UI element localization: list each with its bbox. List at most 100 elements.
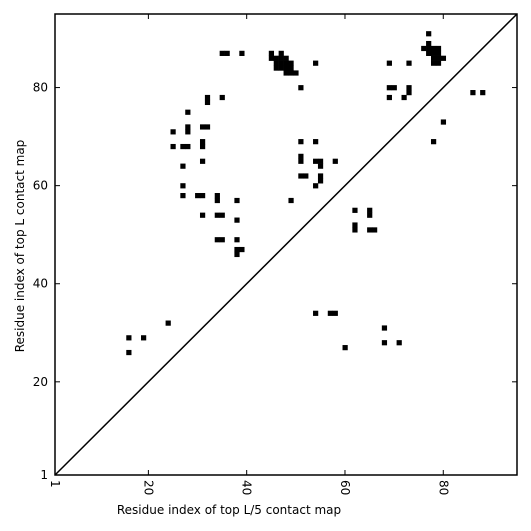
contact-point xyxy=(185,129,191,135)
contact-point xyxy=(239,246,245,253)
contact-point xyxy=(470,90,476,96)
diagonal-line xyxy=(54,13,518,476)
contact-point xyxy=(185,143,191,150)
contact-point xyxy=(234,237,240,243)
y-tick-label: 1 xyxy=(40,468,48,482)
x-axis-label: Residue index of top L/5 contact map xyxy=(117,503,341,517)
contact-point xyxy=(199,124,206,130)
contact-point xyxy=(234,246,240,253)
contact-point xyxy=(435,45,442,52)
x-tick-label: 80 xyxy=(436,480,450,495)
contact-point xyxy=(288,70,294,76)
contact-point xyxy=(327,310,333,316)
contact-point xyxy=(219,237,225,243)
contact-point xyxy=(180,143,186,150)
contact-point xyxy=(199,193,206,199)
contact-point xyxy=(214,197,220,204)
contact-point xyxy=(313,183,319,189)
contact-point xyxy=(367,207,373,213)
contact-point xyxy=(391,85,397,91)
contact-point xyxy=(352,222,358,228)
contact-point xyxy=(273,60,279,66)
contact-point xyxy=(317,178,324,184)
contact-point xyxy=(430,50,437,56)
contact-point xyxy=(283,70,289,76)
contact-point xyxy=(396,340,402,346)
contact-point xyxy=(367,212,373,218)
contact-point xyxy=(406,90,412,96)
contact-point xyxy=(214,193,220,199)
contact-point xyxy=(214,237,220,243)
contact-point xyxy=(298,153,304,159)
contact-point xyxy=(170,143,176,150)
tick-labels: 1 20 40 60 80 1 20 40 60 80 xyxy=(33,81,451,496)
contact-point xyxy=(430,55,437,61)
contact-point xyxy=(283,60,289,66)
contact-point xyxy=(268,50,275,56)
contact-points xyxy=(126,31,486,356)
contact-point xyxy=(180,193,186,199)
contact-point xyxy=(298,158,304,164)
contact-point xyxy=(141,335,147,341)
contact-point xyxy=(298,85,304,91)
contact-point xyxy=(298,173,304,179)
contact-point xyxy=(293,70,299,76)
contact-point xyxy=(278,55,284,61)
contact-point xyxy=(234,197,240,204)
contact-point xyxy=(126,335,132,341)
contact-point xyxy=(180,163,186,169)
contact-point xyxy=(219,50,225,56)
contact-point xyxy=(386,60,392,66)
contact-point xyxy=(298,139,304,145)
contact-point xyxy=(273,55,279,61)
contact-point xyxy=(199,139,206,145)
contact-point xyxy=(317,163,324,169)
contact-point xyxy=(352,207,358,213)
contact-point xyxy=(219,212,225,218)
contact-point xyxy=(313,139,319,145)
contact-point xyxy=(199,143,206,150)
contact-point xyxy=(268,55,275,61)
contact-point xyxy=(406,60,412,66)
contact-point xyxy=(313,60,319,66)
contact-point xyxy=(435,60,442,66)
plot-frame xyxy=(54,13,518,476)
contact-point xyxy=(288,65,294,71)
y-tick-label: 20 xyxy=(33,375,48,389)
contact-point xyxy=(430,45,437,52)
contact-point xyxy=(239,50,245,56)
contact-point xyxy=(204,94,211,101)
contact-point xyxy=(288,60,294,66)
y-tick-label: 60 xyxy=(33,179,48,193)
contact-point xyxy=(426,40,432,47)
contact-point xyxy=(288,197,294,204)
contact-point xyxy=(283,55,289,61)
contact-point xyxy=(278,50,284,56)
contact-point xyxy=(273,65,279,71)
contact-point xyxy=(386,85,392,91)
contact-point xyxy=(342,345,348,351)
contact-point xyxy=(195,193,201,199)
contact-point xyxy=(219,94,225,101)
contact-point xyxy=(480,90,486,96)
contact-point xyxy=(401,94,407,101)
contact-point xyxy=(372,227,378,233)
contact-point xyxy=(214,212,220,218)
contact-point xyxy=(381,340,388,346)
contact-point xyxy=(199,158,206,164)
contact-point xyxy=(426,31,432,37)
y-axis-label: Residue index of top L contact map xyxy=(13,140,27,353)
contact-point xyxy=(386,94,392,101)
x-tick-label: 40 xyxy=(240,480,254,495)
contact-point xyxy=(332,310,338,316)
contact-point xyxy=(199,212,206,218)
contact-point xyxy=(332,158,338,164)
contact-point xyxy=(278,65,284,71)
x-tick-label: 20 xyxy=(141,480,155,495)
contact-point xyxy=(278,60,284,66)
contact-point xyxy=(426,50,432,56)
contact-point xyxy=(170,129,176,135)
contact-point xyxy=(430,60,437,66)
y-tick-label: 40 xyxy=(33,277,48,291)
contact-point xyxy=(313,310,319,316)
